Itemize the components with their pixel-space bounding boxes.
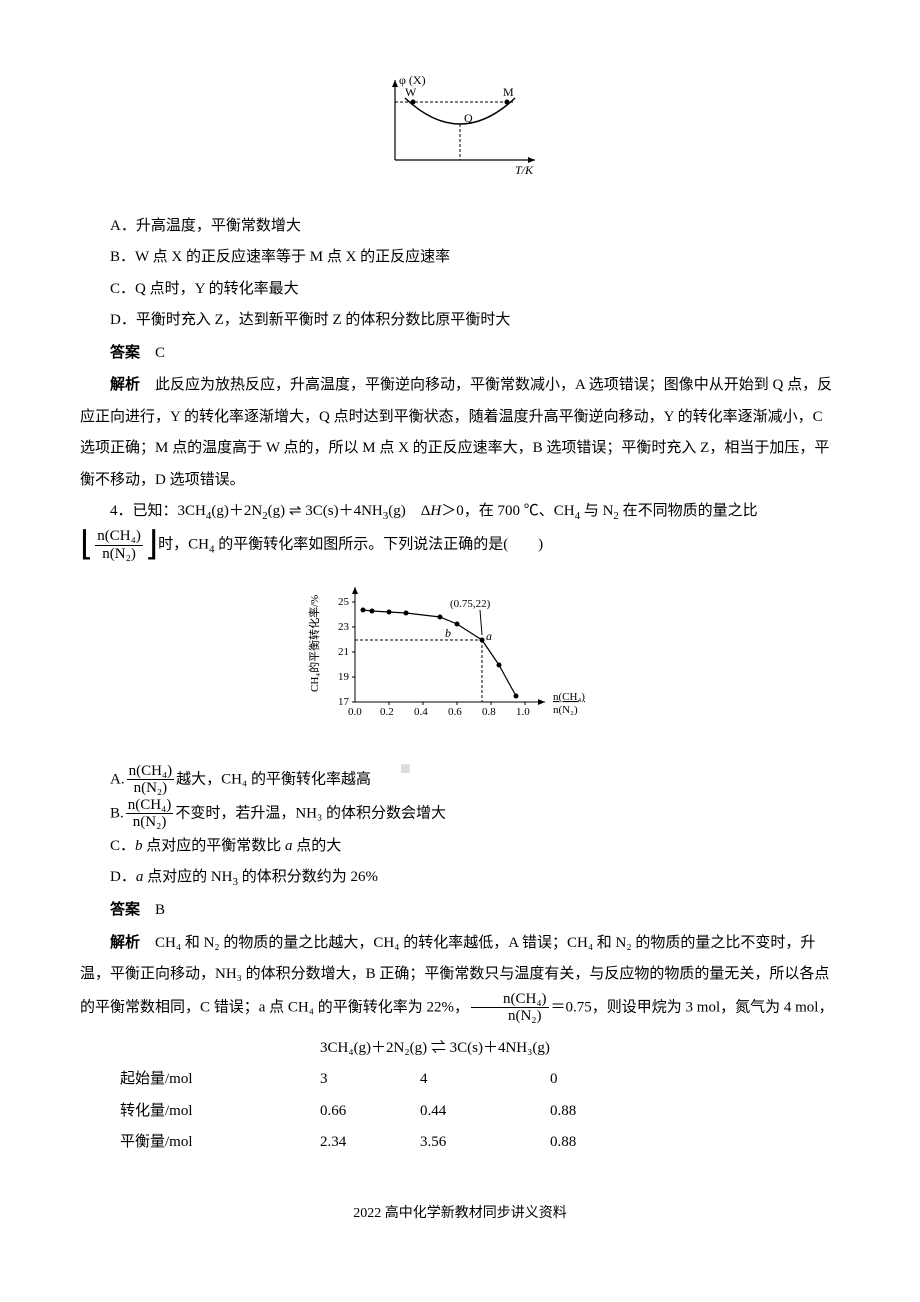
svg-text:0.0: 0.0 [348, 706, 362, 718]
svg-text:1.0: 1.0 [516, 706, 530, 718]
option-c-1: C．Q 点时，Y 的转化率最大 [80, 274, 840, 306]
row2-label: 转化量/mol [110, 1096, 310, 1128]
answer-1: 答案 C [80, 337, 840, 370]
option-c-2: C．b 点对应的平衡常数比 a 点的大 [80, 831, 840, 863]
option-b-2: B.n(CH₄)n(N₂)不变时，若升温，NH₃ 的体积分数会增大 [80, 797, 840, 831]
svg-text:0.4: 0.4 [414, 706, 428, 718]
option-d-1: D．平衡时充入 Z，达到新平衡时 Z 的体积分数比原平衡时大 [80, 305, 840, 337]
question-4-line2: ⌊ n(CH₄)n(N₂) ⌋ 时，CH4 的平衡转化率如图所示。下列说法正确的… [80, 528, 840, 562]
option-a-2: A.n(CH₄)n(N₂)越大，CH₄ 的平衡转化率越高 [80, 763, 840, 797]
svg-text:0.2: 0.2 [380, 706, 394, 718]
svg-text:0.6: 0.6 [448, 706, 462, 718]
row3-label: 平衡量/mol [110, 1127, 310, 1159]
svg-text:23: 23 [338, 621, 350, 633]
answer-1-value: C [155, 345, 165, 361]
eq-header: 3CH₄(g)＋2N₂(g) ⇌ 3C(s)＋4NH₃(g) [310, 1033, 660, 1065]
chart1-label-w: W [405, 85, 417, 99]
answer-2: 答案 B [80, 894, 840, 927]
chart-phi-x: W M Q φ (X) T/K [80, 70, 840, 193]
bracket-fraction: ⌊ n(CH₄)n(N₂) ⌋ [80, 528, 158, 562]
expl-label: 解析 [110, 376, 140, 393]
option-a-1: A．升高温度，平衡常数增大 [80, 211, 840, 243]
page-footer: 2022 高中化学新教材同步讲义资料 [80, 1199, 840, 1228]
question-4: 4．已知：3CH4(g)＋2N2(g) ⇌ 3C(s)＋4NH3(g) ΔH＞0… [80, 496, 840, 528]
svg-text:n(CH₄): n(CH₄) [553, 691, 585, 703]
chart1-ylabel: φ (X) [399, 73, 426, 87]
option-d-2: D．a 点对应的 NH3 的体积分数约为 26% [80, 862, 840, 894]
svg-text:(0.75,22): (0.75,22) [450, 598, 491, 610]
row1-label: 起始量/mol [110, 1064, 310, 1096]
explanation-2: 解析 CH₄ 和 N₂ 的物质的量之比越大，CH₄ 的转化率越低，A 错误；CH… [80, 927, 840, 1025]
svg-text:a: a [486, 629, 492, 643]
ice-table: 3CH₄(g)＋2N₂(g) ⇌ 3C(s)＋4NH₃(g) 起始量/mol 3… [110, 1033, 840, 1159]
svg-text:b: b [445, 626, 451, 640]
chart-conversion: 17 19 21 23 25 0.0 0.2 0.4 0.6 0.8 1.0 (… [80, 572, 840, 745]
chart1-svg: W M Q φ (X) T/K [375, 70, 545, 180]
explanation-1: 解析 此反应为放热反应，升高温度，平衡逆向移动，平衡常数减小，A 选项错误；图像… [80, 369, 840, 496]
chart1-label-m: M [503, 85, 514, 99]
svg-text:25: 25 [338, 596, 350, 608]
svg-text:19: 19 [338, 671, 350, 683]
chart1-xlabel: T/K [515, 163, 534, 177]
svg-text:n(N₂): n(N₂) [553, 704, 578, 716]
option-b-1: B．W 点 X 的正反应速率等于 M 点 X 的正反应速率 [80, 242, 840, 274]
svg-text:0.8: 0.8 [482, 706, 496, 718]
svg-text:CH₄的平衡转化率/%: CH₄的平衡转化率/% [307, 595, 321, 692]
chart1-label-q: Q [464, 111, 473, 125]
chart2-svg: 17 19 21 23 25 0.0 0.2 0.4 0.6 0.8 1.0 (… [300, 572, 620, 732]
answer-label: 答案 [110, 344, 140, 361]
svg-text:21: 21 [338, 646, 349, 658]
